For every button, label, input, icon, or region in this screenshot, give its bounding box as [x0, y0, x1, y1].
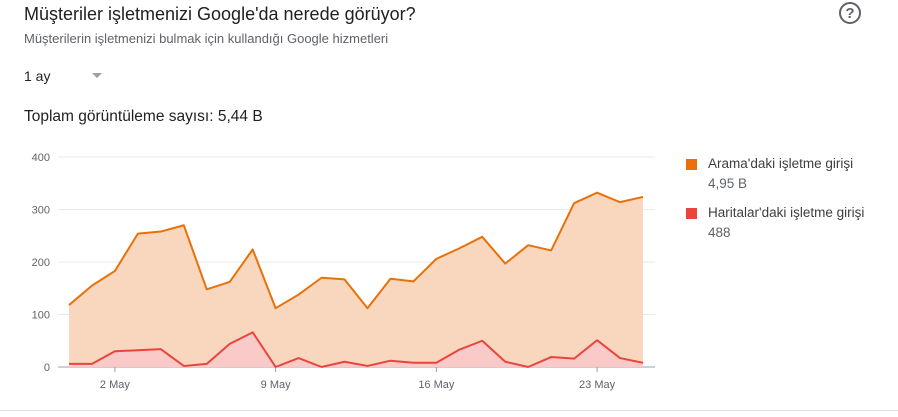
y-tick-label: 100	[32, 310, 50, 322]
help-circle-icon[interactable]: ?	[839, 2, 861, 24]
period-dropdown[interactable]: 1 ay	[24, 64, 114, 88]
legend-swatch-search	[686, 159, 697, 170]
y-tick-label: 400	[32, 152, 50, 164]
total-views: Toplam görüntüleme sayısı: 5,44 B	[24, 108, 263, 126]
card-title: Müşteriler işletmenizi Google'da nerede …	[24, 4, 416, 25]
y-tick-label: 0	[44, 362, 50, 374]
chart-legend: Arama'daki işletme girişi 4,95 B Harital…	[686, 156, 864, 254]
x-tick-label: 16 May	[418, 379, 455, 391]
period-value: 1 ay	[24, 68, 50, 84]
x-tick-label: 9 May	[261, 379, 291, 391]
legend-value-maps: 488	[708, 225, 864, 240]
legend-value-search: 4,95 B	[708, 176, 864, 191]
views-chart: 0 100 200 300 400 2 May 9 May 16 May 23 May	[0, 140, 680, 400]
x-tick-label: 23 May	[579, 379, 616, 391]
x-tick-label: 2 May	[100, 379, 130, 391]
y-tick-label: 300	[32, 205, 50, 217]
dropdown-arrow-icon	[92, 73, 102, 78]
legend-item-maps: Haritalar'daki işletme girişi 488	[686, 205, 864, 240]
legend-label-search: Arama'daki işletme girişi	[708, 156, 864, 171]
y-tick-label: 200	[32, 257, 50, 269]
series-area-search	[69, 193, 643, 367]
legend-label-maps: Haritalar'daki işletme girişi	[708, 205, 864, 220]
legend-swatch-maps	[686, 208, 697, 219]
card-subtitle: Müşterilerin işletmenizi bulmak için kul…	[24, 31, 388, 46]
legend-item-search: Arama'daki işletme girişi 4,95 B	[686, 156, 864, 191]
